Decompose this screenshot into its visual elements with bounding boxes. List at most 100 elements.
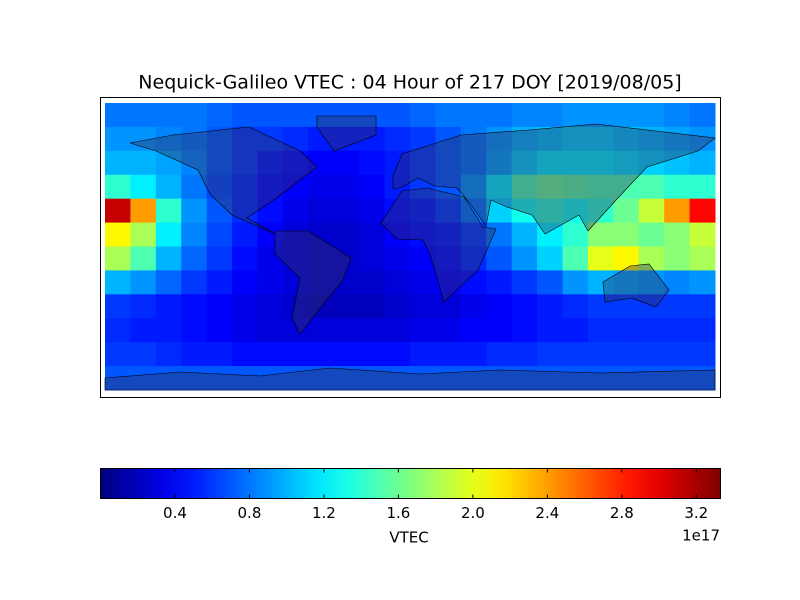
heat-cell [638, 174, 665, 200]
heat-cell [181, 366, 208, 391]
heat-cell [435, 246, 462, 271]
heat-cell [587, 270, 614, 295]
heat-cell [587, 150, 614, 176]
heat-cell [664, 222, 691, 247]
heat-cell [333, 318, 360, 343]
heat-cell [308, 198, 335, 224]
heat-cell [613, 342, 640, 367]
heat-cell [410, 270, 436, 295]
heat-cell [232, 294, 258, 319]
heat-cell [486, 126, 513, 152]
heat-cell [105, 246, 131, 271]
heat-cell [613, 150, 640, 176]
heat-cell [257, 174, 284, 200]
heat-cell [460, 342, 487, 367]
heat-cell [613, 222, 640, 247]
heat-cell [181, 174, 208, 200]
heat-cell [105, 103, 131, 128]
heat-cell [486, 174, 513, 200]
heat-cell [562, 222, 589, 247]
heat-cell [308, 318, 335, 343]
heat-cell [105, 294, 131, 319]
heat-cell [359, 318, 386, 343]
heat-cell [130, 150, 157, 176]
heat-cell [664, 294, 691, 319]
heat-cell [333, 246, 360, 271]
heat-cell [384, 174, 411, 200]
heat-cell [613, 246, 640, 271]
heat-cell [333, 150, 360, 176]
heat-cell [130, 318, 157, 343]
heat-cell [587, 103, 614, 128]
heat-cell [155, 318, 182, 343]
heat-cell [105, 126, 131, 152]
heat-cell [282, 126, 309, 152]
continent [274, 230, 352, 335]
heat-cell [206, 222, 233, 247]
heat-cell [435, 318, 462, 343]
heat-cell [587, 246, 614, 271]
heat-cell [689, 270, 716, 295]
heat-cell [308, 222, 335, 247]
heat-cell [689, 198, 716, 224]
heat-cell [257, 150, 284, 176]
colorbar-tick-label: 0.8 [238, 504, 262, 522]
heat-cell [257, 246, 284, 271]
heat-cell [384, 150, 411, 176]
heat-cell [689, 318, 716, 343]
heat-cell [232, 366, 258, 391]
heat-cell [410, 198, 436, 224]
heat-cell [282, 103, 309, 128]
heat-cell [257, 198, 284, 224]
continent [380, 187, 497, 303]
heat-cell [333, 270, 360, 295]
heat-cell [130, 246, 157, 271]
heat-cell [587, 318, 614, 343]
heat-cell [308, 103, 335, 128]
heat-cell [562, 150, 589, 176]
heat-cell [537, 103, 563, 128]
heat-cell [486, 318, 513, 343]
heat-cell [587, 126, 614, 152]
heat-cell [105, 150, 131, 176]
heat-cell [613, 198, 640, 224]
heat-cell [359, 246, 386, 271]
heat-cell [410, 318, 436, 343]
heat-cell [460, 270, 487, 295]
heat-cell [638, 342, 665, 367]
continent [104, 367, 716, 391]
heat-cell [435, 150, 462, 176]
heat-cell [232, 318, 258, 343]
heat-cell [130, 294, 157, 319]
heat-cell [689, 342, 716, 367]
heat-cell [537, 126, 563, 152]
heat-cell [511, 342, 538, 367]
heat-cell [664, 342, 691, 367]
heat-cell [410, 150, 436, 176]
heat-cell [155, 366, 182, 391]
colorbar-tick-label: 3.2 [684, 504, 708, 522]
heat-cell [486, 222, 513, 247]
land [104, 115, 716, 391]
heat-cell [130, 174, 157, 200]
heat-cell [155, 126, 182, 152]
heat-cell [181, 294, 208, 319]
heat-cell [206, 103, 233, 128]
heat-cell [359, 198, 386, 224]
heat-cell [435, 294, 462, 319]
heat-cell [537, 342, 563, 367]
heat-cell [587, 198, 614, 224]
heat-cell [359, 126, 386, 152]
heat-cell [282, 198, 309, 224]
heat-cell [664, 126, 691, 152]
heat-cell [105, 366, 131, 391]
heat-cell [460, 174, 487, 200]
heat-cell [587, 366, 614, 391]
heat-cell [282, 342, 309, 367]
heat-cell [155, 174, 182, 200]
heat-cell [638, 246, 665, 271]
heat-cell [562, 366, 589, 391]
heat-cell [308, 270, 335, 295]
heat-cell [155, 198, 182, 224]
